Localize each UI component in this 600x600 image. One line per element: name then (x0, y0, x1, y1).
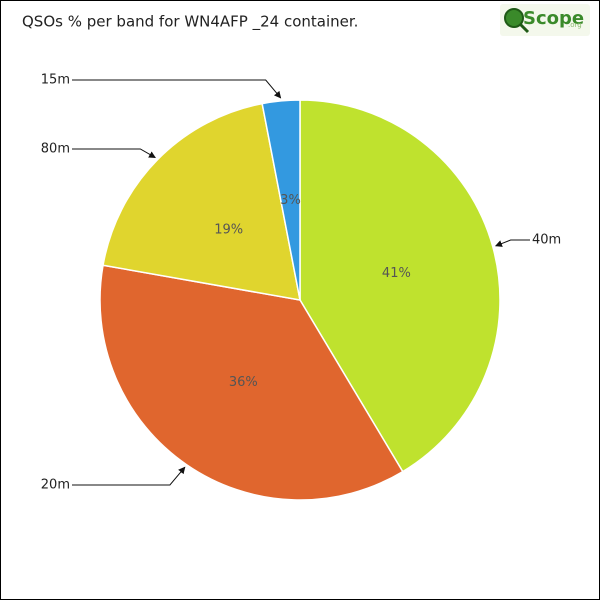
category-label: 15m (41, 73, 70, 88)
logo-text: Scope (523, 8, 584, 29)
leader-line (72, 466, 186, 486)
pie-slice (99, 264, 404, 501)
category-label: 80m (41, 142, 70, 157)
logo-icon (504, 8, 524, 28)
leader-line (495, 239, 530, 247)
value-label: 19% (214, 222, 243, 237)
value-label: 3% (280, 193, 301, 208)
leader-line (72, 148, 156, 159)
logo: Scope .org (500, 4, 590, 36)
category-label: 40m (532, 233, 561, 248)
leader-line (72, 79, 282, 99)
pie-slice (102, 102, 301, 301)
category-label: 20m (41, 478, 70, 493)
pie-slice (299, 99, 501, 473)
pie-slice (261, 99, 301, 301)
logo-suffix: .org (568, 21, 582, 29)
logo-handle (518, 22, 530, 34)
chart-title: QSOs % per band for WN4AFP _24 container… (22, 13, 358, 32)
value-label: 36% (229, 375, 258, 390)
value-label: 41% (382, 266, 411, 281)
